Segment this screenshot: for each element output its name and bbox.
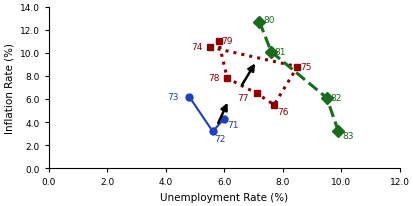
- Text: 75: 75: [300, 62, 311, 71]
- Text: 72: 72: [214, 135, 225, 144]
- Text: 82: 82: [330, 94, 341, 103]
- Text: 83: 83: [341, 132, 353, 141]
- Text: 80: 80: [262, 16, 274, 25]
- Text: 76: 76: [276, 107, 288, 116]
- Text: 71: 71: [227, 120, 238, 129]
- Text: 79: 79: [221, 36, 233, 45]
- Text: 74: 74: [190, 43, 202, 52]
- Text: 81: 81: [274, 47, 285, 56]
- Text: 78: 78: [208, 73, 219, 82]
- Text: 77: 77: [237, 94, 248, 103]
- Y-axis label: Inflation Rate (%): Inflation Rate (%): [4, 43, 14, 133]
- Text: 73: 73: [167, 92, 178, 101]
- X-axis label: Unemployment Rate (%): Unemployment Rate (%): [160, 192, 288, 202]
